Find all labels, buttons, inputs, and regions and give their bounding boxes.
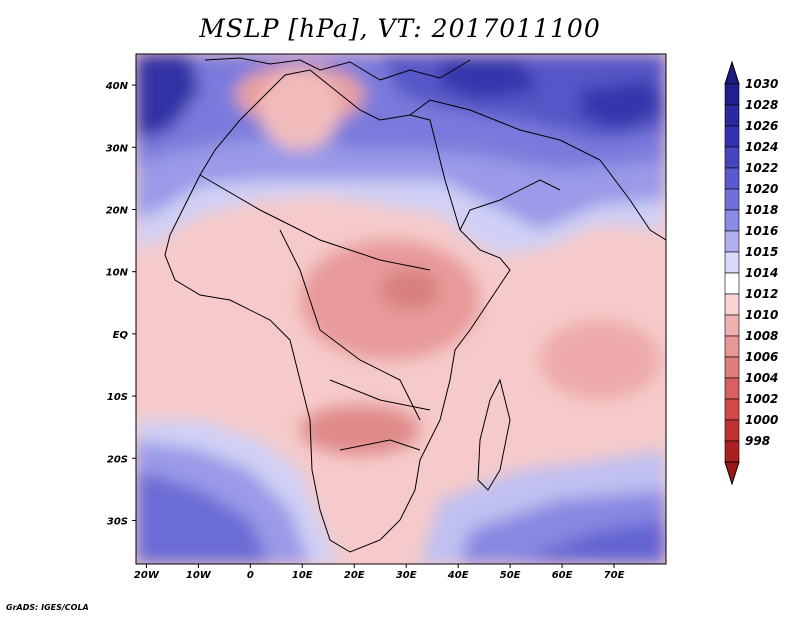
- colorbar-label: 1014: [745, 266, 778, 280]
- colorbar-swatch: [724, 419, 740, 442]
- colorbar-label: 1012: [745, 287, 778, 301]
- colorbar-swatch: [724, 335, 740, 358]
- colorbar-swatch: [724, 104, 740, 127]
- lon-ticks: 20W 10W 0 10E 20E 30E 40E 50E 60E 70E: [134, 564, 625, 581]
- colorbar-label: 1015: [745, 245, 778, 259]
- lat-tick-label: 10N: [106, 268, 129, 279]
- lon-tick-label: 20W: [134, 570, 160, 581]
- colorbar-swatch: [724, 83, 740, 106]
- colorbar-label: 1002: [745, 392, 778, 406]
- colorbar-label: 1018: [745, 203, 778, 217]
- colorbar-label: 1006: [745, 350, 778, 364]
- colorbar-swatch: [724, 314, 740, 337]
- lat-ticks: 40N 30N 20N 10N EQ 10S 20S 30S: [105, 81, 136, 527]
- colorbar-swatch: [724, 356, 740, 379]
- colorbar-swatch: [724, 230, 740, 253]
- colorbar-label: 998: [745, 434, 770, 448]
- lat-tick-label: 20N: [106, 205, 129, 216]
- map-frame: [135, 53, 667, 565]
- colorbar-label: 1030: [745, 77, 778, 91]
- colorbar-label: 1022: [745, 161, 778, 175]
- lon-tick-label: 10W: [186, 570, 212, 581]
- pressure-field: [136, 54, 666, 564]
- colorbar-label: 1024: [745, 140, 778, 154]
- colorbar-label: 1020: [745, 182, 778, 196]
- lon-tick-label: 70E: [604, 570, 625, 581]
- colorbar-label: 1008: [745, 329, 778, 343]
- colorbar-swatch: [724, 167, 740, 190]
- lat-tick-label: 30N: [106, 143, 129, 154]
- lon-tick-label: 10E: [292, 570, 313, 581]
- colorbar-label: 1000: [745, 413, 778, 427]
- colorbar-swatch: [724, 209, 740, 232]
- colorbar-label: 1016: [745, 224, 778, 238]
- lon-tick-label: 60E: [552, 570, 573, 581]
- colorbar-swatch: [724, 188, 740, 211]
- chart-title: MSLP [hPa], VT: 2017011100: [199, 14, 601, 43]
- lon-tick-label: 40E: [447, 570, 469, 581]
- colorbar-swatch: [724, 125, 740, 148]
- colorbar-bottom-arrow: [724, 461, 740, 486]
- lat-tick-label: 30S: [107, 516, 128, 527]
- colorbar-top-arrow: [724, 60, 740, 85]
- lat-tick-label: 40N: [105, 81, 129, 92]
- colorbar-swatch: [724, 146, 740, 169]
- colorbar-swatch: [724, 293, 740, 316]
- lon-tick-label: 20E: [344, 570, 365, 581]
- colorbar: 1030 1028 1026 1024 1022 1020 1018 1016 1015 1014…: [724, 60, 778, 486]
- lon-tick-label: 50E: [500, 570, 521, 581]
- lat-tick-label: EQ: [113, 330, 129, 341]
- colorbar-label: 1010: [745, 308, 778, 322]
- colorbar-label: 1026: [745, 119, 778, 133]
- colorbar-swatch: [724, 251, 740, 274]
- colorbar-swatch: [724, 440, 740, 463]
- lon-tick-label: 0: [247, 570, 254, 581]
- lat-tick-label: 10S: [107, 392, 128, 403]
- coastlines: [164, 57, 666, 553]
- colorbar-swatch: [724, 272, 740, 295]
- colorbar-swatch: [724, 377, 740, 400]
- colorbar-label: 1004: [745, 371, 778, 385]
- lon-tick-label: 30E: [396, 570, 417, 581]
- credit-text: GrADS: IGES/COLA: [6, 603, 89, 612]
- colorbar-label: 1028: [745, 98, 778, 112]
- colorbar-swatch: [724, 398, 740, 421]
- lat-tick-label: 20S: [107, 454, 128, 465]
